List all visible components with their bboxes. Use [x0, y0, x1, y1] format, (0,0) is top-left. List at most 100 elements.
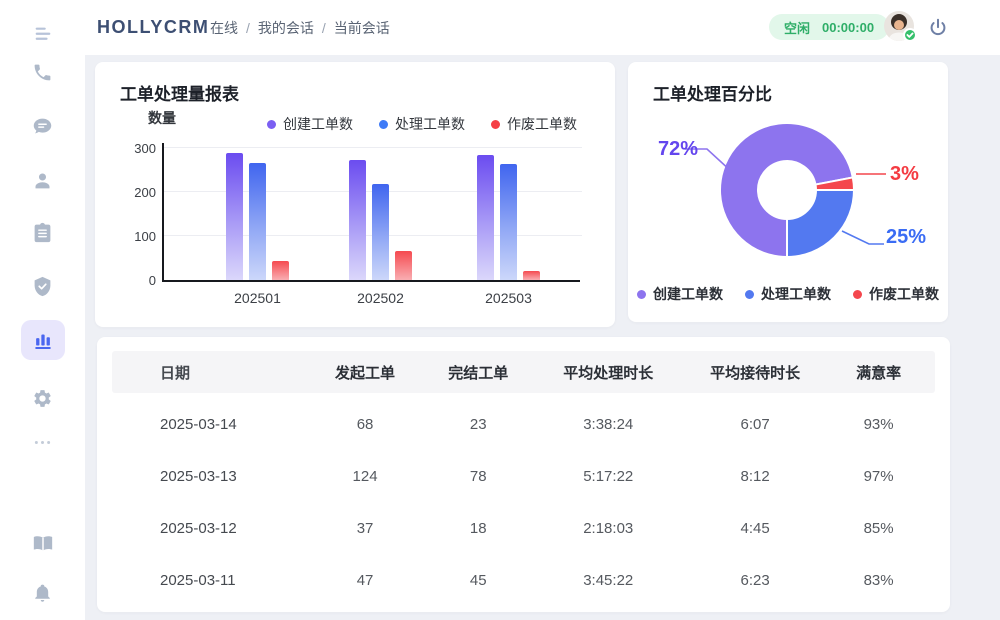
table-cell: 78	[469, 467, 487, 485]
breadcrumb-separator: /	[321, 19, 326, 36]
table-cell: 2025-03-13	[160, 467, 237, 485]
breadcrumb-item[interactable]: 在线	[210, 19, 238, 36]
bar-处理工单数	[249, 163, 266, 280]
bar-创建工单数	[349, 160, 366, 280]
table-cell: 47	[356, 571, 374, 589]
phone-icon[interactable]	[21, 52, 65, 92]
bar-作废工单数	[523, 270, 540, 280]
agent-status-label: 空闲	[784, 20, 811, 36]
power-icon[interactable]	[927, 17, 949, 39]
legend-dot	[491, 119, 500, 129]
legend-item[interactable]: 作废工单数	[491, 114, 577, 134]
chat-icon[interactable]	[21, 106, 65, 146]
table-cell: 3:45:22	[583, 571, 634, 589]
x-category-label: 202501	[234, 290, 281, 306]
bar-chart-icon[interactable]	[20, 320, 65, 360]
y-tick-label: 100	[134, 229, 156, 244]
table-row: 2025-03-13 124 78 5:17:22 8:12 97%	[112, 450, 935, 502]
legend-item[interactable]: 作废工单数	[853, 284, 939, 304]
bar-创建工单数	[477, 154, 494, 280]
callout-blue: 25%	[886, 226, 927, 248]
work-order-percentage-card: 工单处理百分比 72% 3% 25% 创建工单数 处理工单数 作废工单数	[628, 62, 948, 322]
table-cell: 4:45	[740, 519, 770, 537]
bar-处理工单数	[372, 184, 389, 280]
legend-label: 作废工单数	[869, 286, 939, 302]
x-category-label: 202503	[485, 290, 532, 306]
bar-处理工单数	[500, 164, 517, 280]
agent-status-timer: 00:00:00	[822, 19, 875, 35]
table-cell: 23	[469, 415, 487, 433]
legend-item[interactable]: 创建工单数	[637, 284, 723, 304]
legend-label: 作废工单数	[507, 116, 577, 132]
bar-chart-title: 工单处理量报表	[120, 85, 239, 104]
callout-purple: 72%	[657, 138, 698, 160]
table-cell: 2:18:03	[583, 519, 634, 537]
bar-group	[349, 160, 412, 280]
callout-line-purple	[685, 148, 733, 173]
breadcrumb: 在线 / 我的会话 / 当前会话	[210, 0, 390, 55]
bar-plot: 0 100 200 300 202501 202502 202503	[134, 141, 582, 306]
legend-item[interactable]: 处理工单数	[745, 284, 831, 304]
column-header: 发起工单	[335, 364, 396, 382]
donut-chart-title: 工单处理百分比	[653, 85, 772, 104]
column-header: 日期	[160, 364, 191, 382]
table-cell: 3:38:24	[583, 415, 634, 433]
table-row: 2025-03-12 37 18 2:18:03 4:45 85%	[112, 502, 935, 554]
table-cell: 5:17:22	[583, 467, 634, 485]
avatar[interactable]	[883, 9, 919, 45]
user-icon[interactable]	[21, 160, 65, 200]
bar-创建工单数	[226, 153, 243, 280]
donut-chart-legend: 创建工单数 处理工单数 作废工单数	[628, 284, 948, 304]
donut-segments	[719, 122, 855, 258]
clipboard-icon[interactable]	[21, 212, 65, 252]
table-cell: 97%	[863, 467, 894, 485]
y-tick-label: 0	[148, 273, 156, 288]
table-cell: 2025-03-11	[160, 571, 236, 589]
column-header: 平均接待时长	[710, 364, 801, 382]
table-cell: 93%	[863, 415, 894, 433]
x-category-label: 202502	[357, 290, 404, 306]
breadcrumb-item[interactable]: 我的会话	[257, 19, 314, 36]
agent-status-badge[interactable]: 空闲 00:00:00	[769, 14, 890, 40]
shield-check-icon[interactable]	[21, 266, 65, 306]
column-header: 平均处理时长	[563, 364, 654, 382]
app-logo: HOLLYCRM	[97, 17, 210, 37]
bar-chart-legend: 创建工单数 处理工单数 作废工单数	[267, 114, 577, 134]
donut-chart	[685, 122, 886, 258]
legend-label: 处理工单数	[761, 286, 831, 302]
top-header: HOLLYCRM 在线 / 我的会话 / 当前会话 空闲 00:00:00	[0, 0, 1000, 55]
book-icon[interactable]	[21, 524, 65, 564]
table-cell: 37	[356, 519, 374, 537]
more-icon[interactable]	[21, 422, 65, 462]
legend-dot	[745, 289, 754, 299]
daily-stats-table-card: 日期 发起工单 完结工单 平均处理时长 平均接待时长 满意率 2025-03-14 68 23…	[97, 337, 950, 612]
column-header: 完结工单	[448, 364, 509, 382]
bell-icon[interactable]	[21, 572, 65, 612]
table-header-row: 日期 发起工单 完结工单 平均处理时长 平均接待时长 满意率	[112, 351, 935, 393]
legend-dot	[637, 289, 646, 299]
legend-dot	[267, 119, 276, 129]
legend-label: 创建工单数	[653, 286, 723, 302]
bar-group	[226, 153, 289, 280]
table-cell: 45	[469, 571, 487, 589]
breadcrumb-item[interactable]: 当前会话	[333, 19, 390, 36]
legend-item[interactable]: 处理工单数	[379, 114, 465, 134]
legend-label: 处理工单数	[395, 116, 465, 132]
table-cell: 83%	[863, 571, 894, 589]
table-cell: 2025-03-14	[160, 415, 237, 433]
work-order-volume-card: 工单处理量报表 数量 创建工单数 处理工单数 作废工单数 0 100 200 300 202…	[95, 62, 615, 327]
table-cell: 8:12	[740, 467, 770, 485]
table-cell: 68	[356, 415, 374, 433]
breadcrumb-separator: /	[246, 19, 250, 36]
legend-item[interactable]: 创建工单数	[267, 114, 353, 134]
table-cell: 124	[352, 467, 378, 485]
legend-dot	[853, 289, 862, 299]
donut-slice-创建工单数	[719, 122, 854, 258]
legend-dot	[379, 119, 388, 129]
gridline	[164, 147, 582, 148]
gear-icon[interactable]	[21, 378, 65, 418]
table-cell: 85%	[863, 519, 894, 537]
table-body: 2025-03-14 68 23 3:38:24 6:07 93% 2025-03-13 12…	[112, 398, 935, 606]
menu-icon[interactable]	[21, 14, 65, 54]
bar-作废工单数	[395, 251, 412, 280]
